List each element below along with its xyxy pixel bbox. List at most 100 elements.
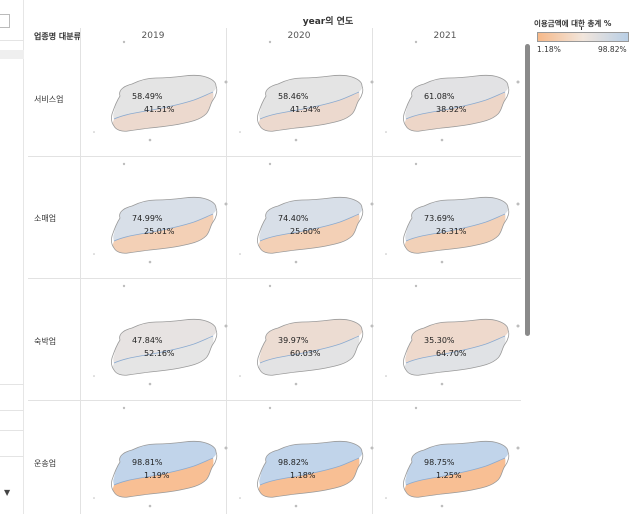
region-north[interactable] bbox=[259, 75, 363, 119]
island-map[interactable] bbox=[226, 278, 374, 400]
region-north[interactable] bbox=[405, 441, 509, 485]
islet bbox=[122, 162, 126, 166]
legend-tick bbox=[581, 27, 582, 30]
island-map[interactable] bbox=[372, 156, 520, 278]
islet bbox=[370, 80, 374, 84]
region-north[interactable] bbox=[259, 197, 363, 241]
island-outline bbox=[403, 74, 510, 132]
region-north[interactable] bbox=[259, 319, 363, 363]
islet bbox=[294, 138, 298, 142]
map-cell[interactable]: 98.82% 1.18% bbox=[226, 400, 374, 514]
region-north[interactable] bbox=[113, 319, 217, 363]
row-label: 숙박업 bbox=[34, 337, 57, 346]
south-percent-label: 1.25% bbox=[436, 471, 462, 480]
column-label-2021: 2021 bbox=[433, 31, 457, 41]
island-outline bbox=[111, 440, 218, 498]
map-cell[interactable]: 98.81% 1.19% bbox=[80, 400, 228, 514]
region-boundary bbox=[405, 335, 506, 364]
left-panel-divider bbox=[0, 430, 24, 431]
island-outline bbox=[257, 196, 364, 254]
map-cell[interactable]: 74.99% 25.01% bbox=[80, 156, 228, 278]
vertical-scrollbar[interactable] bbox=[524, 40, 531, 514]
grid-divider-vertical bbox=[80, 28, 81, 514]
island-outline bbox=[257, 74, 364, 132]
left-panel-selected-row[interactable] bbox=[0, 50, 24, 59]
legend-gradient-bar[interactable] bbox=[537, 32, 629, 42]
map-cell[interactable]: 39.97% 60.03% bbox=[226, 278, 374, 400]
islet bbox=[239, 131, 241, 133]
south-percent-label: 60.03% bbox=[290, 349, 321, 358]
map-cell[interactable]: 61.08% 38.92% bbox=[372, 34, 520, 156]
islet bbox=[93, 253, 95, 255]
map-cell[interactable]: 58.49% 41.51% bbox=[80, 34, 228, 156]
south-percent-label: 26.31% bbox=[436, 227, 467, 236]
island-map[interactable] bbox=[372, 400, 520, 514]
north-percent-label: 47.84% bbox=[132, 336, 163, 345]
map-cell[interactable]: 47.84% 52.16% bbox=[80, 278, 228, 400]
island-outline bbox=[403, 196, 510, 254]
scrollbar-thumb[interactable] bbox=[525, 44, 530, 336]
islet bbox=[93, 497, 95, 499]
islet bbox=[268, 162, 272, 166]
region-boundary bbox=[113, 335, 214, 364]
islet bbox=[268, 406, 272, 410]
legend-max-label: 98.82% bbox=[598, 45, 627, 54]
island-map[interactable] bbox=[226, 400, 374, 514]
left-panel-field[interactable] bbox=[0, 14, 10, 28]
island-map[interactable] bbox=[372, 34, 520, 156]
north-percent-label: 39.97% bbox=[278, 336, 309, 345]
islet bbox=[440, 382, 444, 386]
region-north[interactable] bbox=[405, 75, 509, 119]
region-boundary bbox=[405, 91, 506, 120]
region-north[interactable] bbox=[113, 75, 217, 119]
row-label: 소매업 bbox=[34, 214, 57, 223]
region-north[interactable] bbox=[259, 441, 363, 485]
island-map[interactable] bbox=[372, 278, 520, 400]
region-boundary bbox=[113, 213, 214, 242]
north-percent-label: 35.30% bbox=[424, 336, 455, 345]
legend-title: 이용금액에 대한 총계 % bbox=[534, 19, 612, 28]
north-percent-label: 98.81% bbox=[132, 458, 163, 467]
islet bbox=[440, 138, 444, 142]
south-percent-label: 41.51% bbox=[144, 105, 175, 114]
map-cell[interactable]: 58.46% 41.54% bbox=[226, 34, 374, 156]
island-outline bbox=[403, 440, 510, 498]
islet bbox=[440, 504, 444, 508]
region-north[interactable] bbox=[113, 197, 217, 241]
islet bbox=[370, 202, 374, 206]
map-cell[interactable]: 98.75% 1.25% bbox=[372, 400, 520, 514]
map-cell[interactable]: 73.69% 26.31% bbox=[372, 156, 520, 278]
islet bbox=[122, 284, 126, 288]
left-panel-divider bbox=[0, 456, 24, 457]
island-map[interactable] bbox=[80, 156, 228, 278]
region-boundary bbox=[259, 213, 360, 242]
islet bbox=[224, 446, 228, 450]
north-percent-label: 98.75% bbox=[424, 458, 455, 467]
island-map[interactable] bbox=[80, 278, 228, 400]
island-map[interactable] bbox=[226, 34, 374, 156]
region-north[interactable] bbox=[405, 197, 509, 241]
islet bbox=[414, 40, 418, 44]
left-panel-divider bbox=[0, 384, 24, 385]
island-map[interactable] bbox=[80, 400, 228, 514]
column-label-2020: 2020 bbox=[287, 31, 311, 41]
map-cell[interactable]: 74.40% 25.60% bbox=[226, 156, 374, 278]
islet bbox=[239, 375, 241, 377]
grid-divider-vertical bbox=[226, 28, 227, 514]
legend-min-label: 1.18% bbox=[537, 45, 561, 54]
grid-divider-horizontal bbox=[28, 278, 521, 279]
island-map[interactable] bbox=[80, 34, 228, 156]
island-map[interactable] bbox=[226, 156, 374, 278]
map-cell[interactable]: 35.30% 64.70% bbox=[372, 278, 520, 400]
region-north[interactable] bbox=[405, 319, 509, 363]
islet bbox=[516, 202, 520, 206]
grid-divider-horizontal bbox=[28, 400, 521, 401]
region-north[interactable] bbox=[113, 441, 217, 485]
region-boundary bbox=[259, 91, 360, 120]
islet bbox=[268, 284, 272, 288]
islet bbox=[414, 162, 418, 166]
islet bbox=[414, 406, 418, 410]
islet bbox=[440, 260, 444, 264]
dropdown-arrow-icon[interactable]: ▼ bbox=[4, 488, 11, 497]
island-outline bbox=[111, 196, 218, 254]
